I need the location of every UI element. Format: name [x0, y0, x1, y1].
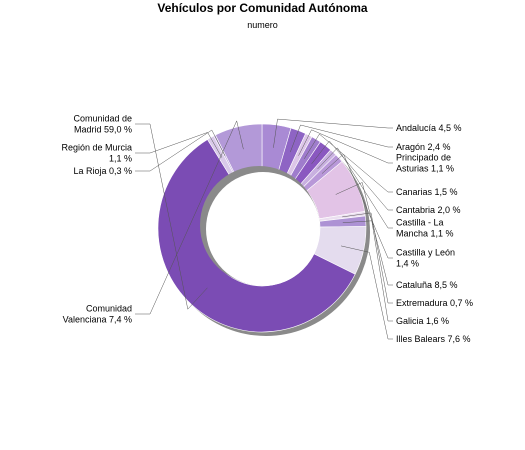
label-line: Madrid 59,0 %	[74, 125, 132, 135]
leader-extremadura	[342, 212, 393, 304]
label-line: La Rioja 0,3 %	[73, 166, 132, 176]
label-comunidad-valenciana: Comunidad Valenciana 7,4 %	[63, 304, 132, 325]
label-comunidad-de-madrid: Comunidad de Madrid 59,0 %	[73, 114, 132, 135]
chart-subtitle: numero	[247, 20, 278, 30]
label-line: Comunidad	[86, 304, 132, 314]
leader-aragon	[290, 124, 393, 153]
leader-region-de-murcia	[135, 132, 223, 158]
leader-comunidad-de-madrid	[135, 123, 208, 310]
label-region-de-murcia: Región de Murcia 1,1 %	[61, 143, 132, 164]
donut-slices	[157, 123, 367, 333]
label-line: Cataluña 8,5 %	[396, 280, 458, 290]
leader-canarias	[303, 133, 393, 193]
label-line: Cantabria 2,0 %	[396, 205, 461, 215]
leader-illes-balears	[340, 245, 393, 340]
slice-labels: Andalucía 4,5 % Aragón 2,4 %Principado de…	[61, 114, 473, 345]
label-la-rioja: La Rioja 0,3 %	[73, 166, 132, 176]
leader-cantabria	[311, 140, 393, 211]
leader-castilla-y-leon	[321, 153, 393, 259]
label-line: Castilla y León	[396, 248, 455, 258]
label-line: Región de Murcia	[61, 143, 132, 153]
label-line: Extremadura 0,7 %	[396, 298, 473, 308]
label-principado-de-asturias: Principado de Asturias 1,1 %	[396, 153, 454, 174]
label-castilla-la-mancha: Castilla - La Mancha 1,1 %	[396, 218, 454, 239]
leader-andalucia	[273, 118, 393, 148]
label-line: 1,1 %	[109, 154, 132, 164]
label-line: Galicia 1,6 %	[396, 316, 449, 326]
label-illes-balears: Illes Balears 7,6 %	[396, 334, 471, 344]
slice-comunidad-de-madrid	[157, 139, 356, 333]
label-galicia: Galicia 1,6 %	[396, 316, 449, 326]
leader-lines	[135, 118, 393, 340]
label-line: Valenciana 7,4 %	[63, 315, 132, 325]
label-line: Aragón 2,4 %	[396, 142, 451, 152]
label-line: Principado de	[396, 153, 451, 163]
donut-hole	[200, 166, 320, 286]
leader-comunidad-valenciana	[135, 120, 244, 315]
leader-castilla-la-mancha	[317, 147, 393, 229]
label-line: Mancha 1,1 %	[396, 229, 454, 239]
label-extremadura: Extremadura 0,7 %	[396, 298, 473, 308]
label-line: Andalucía 4,5 %	[396, 123, 462, 133]
label-canarias: Canarias 1,5 %	[396, 187, 458, 197]
donut-hole-center	[206, 172, 320, 286]
leader-la-rioja	[135, 129, 226, 172]
label-line: 1,4 %	[396, 259, 419, 269]
label-castilla-y-leon: Castilla y León 1,4 %	[396, 248, 455, 269]
label-line: Canarias 1,5 %	[396, 187, 458, 197]
label-cantabria: Cantabria 2,0 %	[396, 205, 461, 215]
leader-principado-de-asturias	[298, 129, 393, 164]
label-line: Illes Balears 7,6 %	[396, 334, 471, 344]
label-line: Castilla - La	[396, 218, 444, 228]
label-cataluna: Cataluña 8,5 %	[396, 280, 458, 290]
label-line: Asturias 1,1 %	[396, 164, 454, 174]
label-aragon: Aragón 2,4 %	[396, 142, 451, 152]
label-line: Comunidad de	[73, 114, 132, 124]
label-andalucia: Andalucía 4,5 %	[396, 123, 462, 133]
chart-title: Vehículos por Comunidad Autónoma	[157, 1, 368, 15]
leader-galicia	[342, 220, 393, 322]
